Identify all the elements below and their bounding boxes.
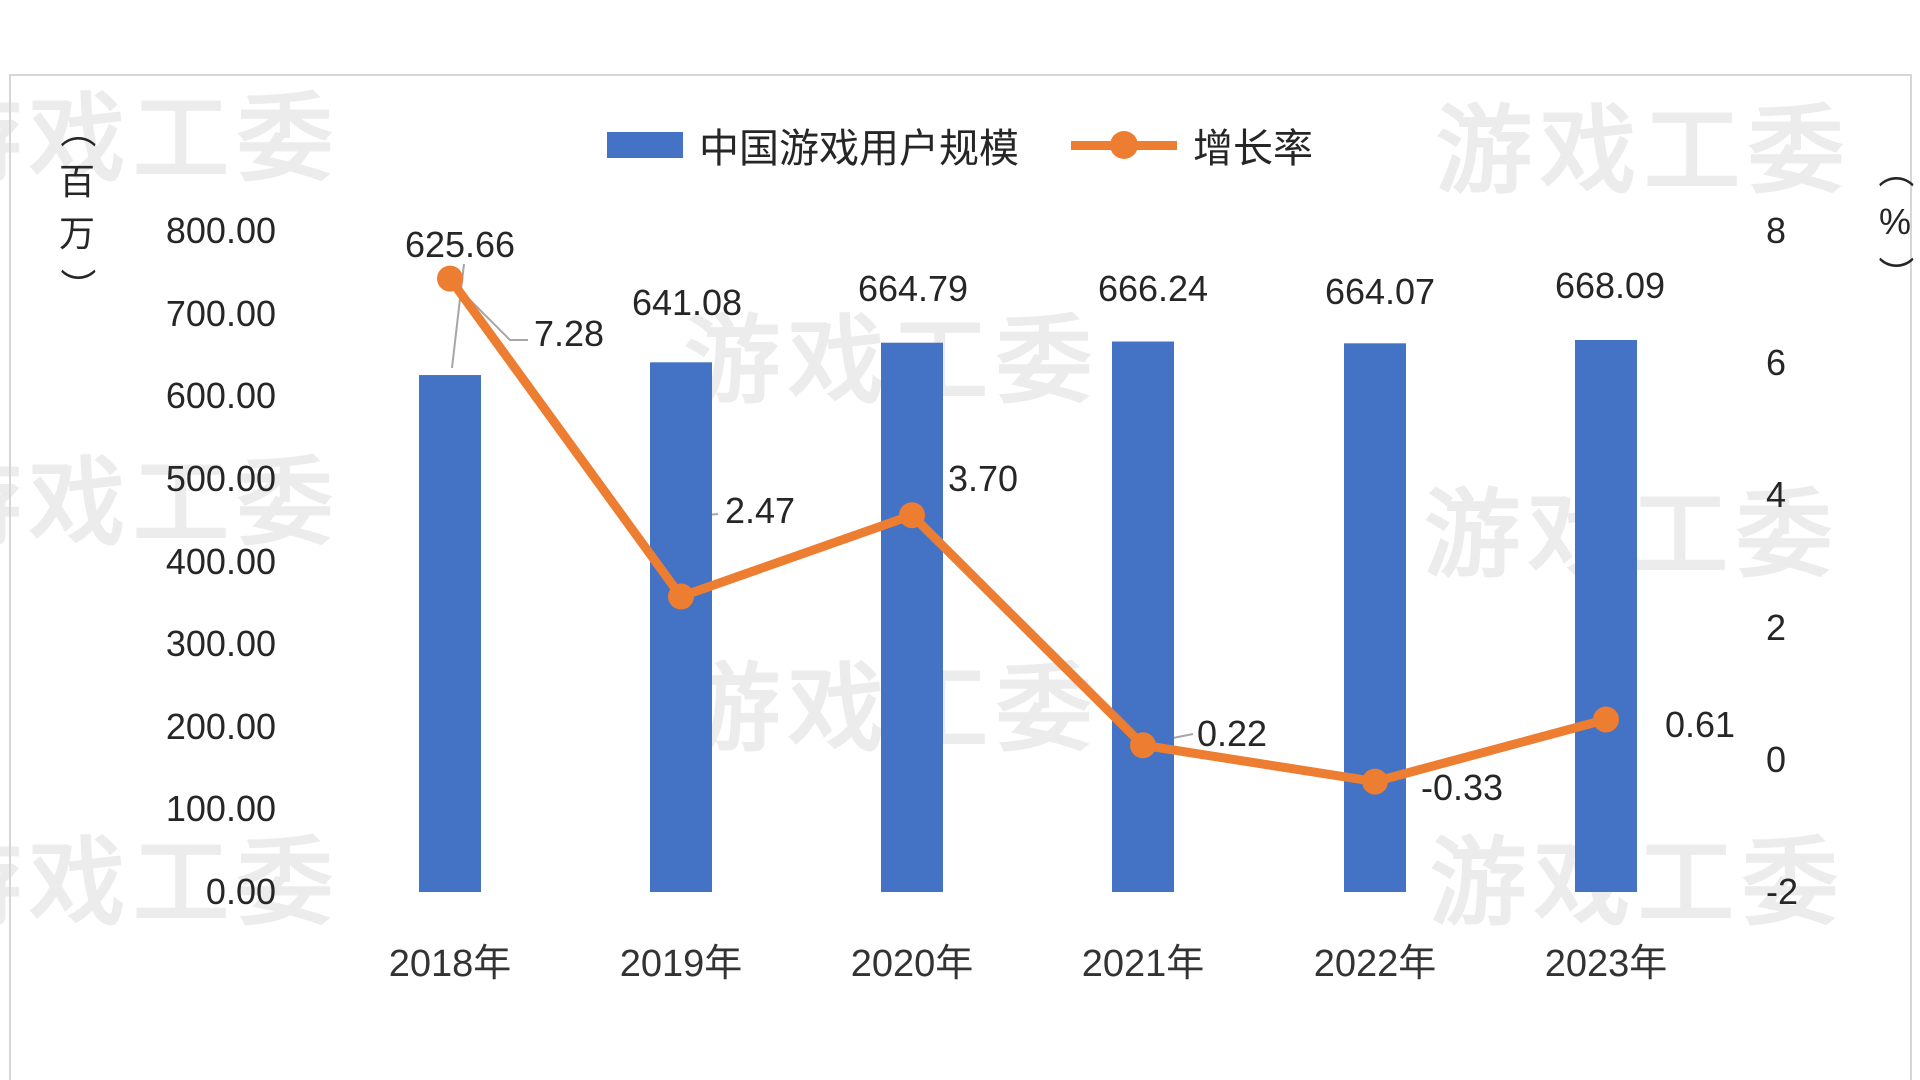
data-label-leader-line	[459, 289, 528, 341]
bar-2020年	[881, 342, 943, 892]
bar-2021年	[1112, 341, 1174, 893]
line-marker-2021年	[1130, 732, 1156, 759]
chart-legend: 中国游戏用户规模 增长率	[0, 116, 1920, 174]
bar-2022年	[1344, 343, 1406, 893]
watermark-text: 游戏工委	[0, 86, 341, 193]
y-left-tick-label: 100.00	[165, 788, 276, 830]
line-swatch-marker-icon	[1110, 131, 1138, 159]
y-left-tick-label: 0.00	[205, 871, 276, 912]
bar-2019年	[650, 362, 712, 893]
legend-label-users: 中国游戏用户规模	[699, 127, 1019, 171]
growth-value-label: 2.47	[725, 490, 795, 531]
y-right-tick-label: 0	[1766, 738, 1787, 780]
axis-title-char: 百	[58, 161, 95, 202]
line-marker-2018年	[437, 265, 463, 292]
bar-value-label: 668.09	[1555, 265, 1665, 306]
y-left-axis-title: （ 百 万 ）	[50, 104, 104, 312]
line-marker-2019年	[668, 583, 694, 610]
growth-value-label: -0.33	[1421, 767, 1503, 808]
bar-2023年	[1575, 339, 1637, 893]
chart-panel-border	[9, 74, 1912, 1080]
legend-label-growth: 增长率	[1193, 127, 1313, 171]
bar-value-label: 641.08	[632, 282, 742, 323]
axis-title-char: 万	[58, 213, 95, 254]
growth-value-label: 0.61	[1665, 704, 1735, 745]
x-axis-label-2022年: 2022年	[1314, 943, 1437, 985]
y-left-tick-label: 200.00	[165, 705, 276, 747]
growth-value-label: 7.28	[534, 313, 604, 354]
y-right-axis-title: （ % ）	[1868, 144, 1920, 300]
growth-value-label: 3.70	[948, 458, 1018, 499]
y-right-tick-label: -2	[1766, 871, 1799, 912]
growth-rate-line	[445, 274, 1611, 787]
x-axis-label-2020年: 2020年	[851, 943, 974, 985]
y-left-tick-label: 300.00	[165, 623, 276, 665]
watermark-text: 游戏工委	[0, 830, 341, 937]
bar-value-label: 666.24	[1098, 268, 1208, 309]
watermark-text: 游戏工委	[1436, 98, 1852, 205]
y-left-tick-label: 500.00	[165, 457, 276, 499]
x-axis-label-2023年: 2023年	[1545, 943, 1668, 985]
y-right-axis-ticks: 8 6 4 2 0 -2	[1766, 0, 1896, 1080]
y-left-tick-label: 700.00	[165, 292, 276, 334]
legend-item-growth: 增长率	[1071, 116, 1313, 174]
y-left-tick-label: 400.00	[165, 540, 276, 582]
line-marker-2023年	[1593, 706, 1619, 733]
legend-item-users: 中国游戏用户规模	[607, 116, 1019, 174]
bar-value-label: 625.66	[405, 224, 515, 265]
line-marker-2022年	[1362, 768, 1388, 795]
y-right-tick-label: 2	[1766, 606, 1787, 648]
y-left-axis-ticks: 800.00 700.00 600.00 500.00 400.00 300.00 200.…	[60, 0, 276, 1080]
bar-2018年	[419, 375, 481, 892]
watermark-text: 游戏工委	[0, 450, 341, 557]
bar-value-label: 664.79	[858, 268, 968, 309]
y-left-tick-label: 800.00	[165, 210, 276, 251]
y-right-tick-label: 4	[1766, 474, 1787, 516]
x-axis-label-2019年: 2019年	[620, 943, 743, 985]
x-axis-label-2018年: 2018年	[389, 943, 512, 985]
y-right-tick-label: 8	[1766, 210, 1787, 251]
line-series-swatch	[1071, 131, 1177, 159]
x-axis-label-2021年: 2021年	[1082, 943, 1205, 985]
axis-title-char: %	[1878, 201, 1911, 242]
y-left-tick-label: 600.00	[165, 375, 276, 417]
bar-series-swatch	[607, 132, 683, 158]
y-right-tick-label: 6	[1766, 342, 1787, 384]
line-marker-2020年	[899, 502, 925, 529]
bar-value-label: 664.07	[1325, 271, 1435, 312]
growth-value-label: 0.22	[1197, 713, 1267, 754]
